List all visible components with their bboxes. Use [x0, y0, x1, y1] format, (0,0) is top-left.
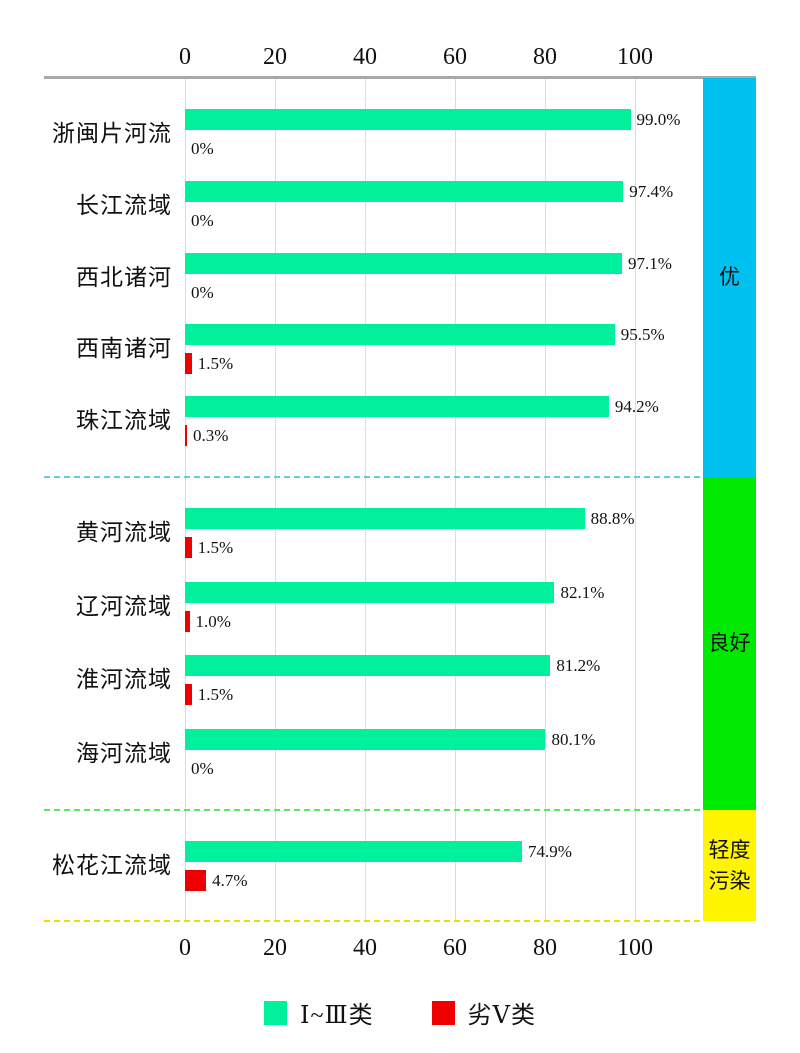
bad-value-label: 1.0% [195, 611, 231, 631]
good-value-label: 88.8% [590, 509, 635, 528]
x-tick-label-top: 0 [179, 44, 191, 70]
x-tick-label-top: 20 [263, 44, 287, 70]
x-tick-label-bottom: 0 [179, 935, 191, 961]
basin-label: 海河流域 [76, 741, 172, 766]
basin-label: 辽河流域 [76, 593, 172, 619]
bad-value-label: 1.5% [197, 685, 234, 705]
basin-label: 黄河流域 [76, 520, 172, 545]
grade-band-label: 良好 [708, 631, 751, 655]
grade-band-label: 污染 [708, 868, 751, 893]
good-bar [185, 655, 551, 677]
basin-label: 浙闽片河流 [52, 121, 172, 146]
bad-value-label: 4.7% [212, 870, 248, 890]
x-tick-label-bottom: 60 [443, 935, 467, 961]
gridline [545, 78, 546, 921]
bad-value-label: 0.3% [193, 426, 229, 445]
good-value-label: 99.0% [636, 110, 681, 129]
grade-band-label: 优 [719, 265, 740, 289]
good-value-label: 97.1% [627, 253, 672, 273]
basin-label: 西北诸河 [76, 264, 172, 290]
bad-bar [185, 425, 187, 446]
grade-band-label: 轻度 [708, 837, 751, 862]
bad-value-label: 0% [191, 282, 214, 302]
gridline [635, 78, 636, 921]
basin-label: 西南诸河 [76, 336, 172, 362]
legend-label: Ⅰ~Ⅲ类 [300, 1003, 374, 1029]
good-value-label: 95.5% [620, 325, 665, 345]
bad-bar [185, 610, 190, 632]
gridline [365, 78, 366, 921]
x-tick-label-bottom: 80 [533, 935, 557, 961]
legend-item: 劣Ⅴ类 [431, 995, 536, 1030]
good-value-label: 82.1% [560, 582, 605, 602]
basin-label: 松花江流域 [52, 852, 172, 878]
bad-value-label: 0% [191, 139, 214, 158]
bad-bar [185, 869, 207, 891]
good-bar [185, 396, 609, 417]
good-bar [185, 180, 624, 202]
x-tick-label-top: 40 [353, 44, 377, 70]
gridline [275, 78, 276, 921]
good-bar [185, 729, 546, 750]
gridline [185, 78, 186, 921]
top-axis-line [44, 76, 756, 79]
x-tick-label-top: 60 [443, 44, 467, 70]
good-value-label: 80.1% [551, 730, 596, 749]
basin-label: 珠江流域 [76, 408, 172, 433]
good-bar [185, 508, 585, 529]
good-bar [185, 109, 631, 130]
good-value-label: 81.2% [556, 656, 601, 676]
bad-bar [185, 684, 192, 706]
basin-label: 淮河流域 [76, 667, 172, 693]
section-divider [44, 809, 703, 811]
good-bar [185, 840, 523, 862]
legend-label: 劣Ⅴ类 [467, 1003, 536, 1029]
good-bar [185, 324, 615, 346]
x-tick-label-bottom: 20 [263, 935, 287, 961]
legend-swatch-good [264, 1000, 288, 1025]
basin-label: 长江流域 [76, 192, 172, 218]
x-tick-label-top: 100 [617, 44, 653, 70]
bad-value-label: 0% [191, 759, 214, 778]
good-value-label: 74.9% [528, 841, 572, 861]
grade-band: 轻度 污染 [703, 810, 756, 921]
x-tick-label-bottom: 40 [353, 935, 377, 961]
legend: Ⅰ~Ⅲ类 劣Ⅴ类 [0, 995, 800, 1030]
good-bar [185, 252, 622, 274]
grade-band: 良好 [703, 477, 756, 810]
bad-bar [185, 353, 192, 375]
legend-item: Ⅰ~Ⅲ类 [264, 995, 374, 1030]
bad-value-label: 1.5% [197, 538, 234, 557]
bad-value-label: 0% [191, 210, 214, 230]
good-value-label: 94.2% [614, 397, 659, 416]
good-value-label: 97.4% [629, 181, 674, 201]
x-tick-label-bottom: 100 [617, 935, 653, 961]
good-bar [185, 581, 555, 603]
gridline [455, 78, 456, 921]
x-tick-label-top: 80 [533, 44, 557, 70]
bad-value-label: 1.5% [197, 354, 234, 374]
section-divider [44, 476, 703, 478]
grade-band: 优 [703, 78, 756, 477]
legend-swatch-bad [431, 1000, 455, 1025]
section-divider [44, 920, 703, 922]
bad-bar [185, 537, 192, 558]
